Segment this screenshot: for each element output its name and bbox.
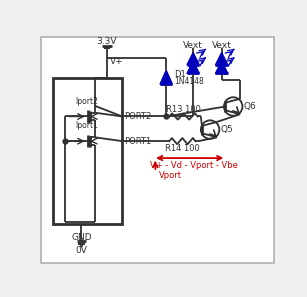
Text: GND: GND — [71, 233, 92, 242]
Text: R14 100: R14 100 — [165, 143, 200, 153]
Text: V+ - Vd - Vport - Vbe: V+ - Vd - Vport - Vbe — [150, 161, 238, 170]
Bar — [53, 78, 122, 224]
Text: Vext: Vext — [183, 41, 203, 50]
Polygon shape — [160, 70, 172, 84]
Text: PORT1: PORT1 — [124, 137, 151, 146]
Text: 0V: 0V — [76, 246, 87, 255]
Polygon shape — [187, 61, 199, 73]
Text: PORT2: PORT2 — [124, 112, 151, 121]
Text: Q5: Q5 — [220, 125, 233, 134]
Text: Vext: Vext — [212, 41, 231, 50]
Polygon shape — [216, 53, 228, 65]
Text: Iport1: Iport1 — [76, 121, 98, 130]
Text: Iport2: Iport2 — [76, 97, 98, 106]
Text: R13 100: R13 100 — [166, 105, 201, 114]
Text: Vport: Vport — [159, 170, 182, 179]
Text: Q6: Q6 — [243, 102, 256, 111]
Polygon shape — [216, 61, 228, 73]
Text: D1: D1 — [174, 69, 186, 79]
Polygon shape — [187, 53, 199, 65]
FancyBboxPatch shape — [41, 37, 274, 263]
Text: 1N4148: 1N4148 — [174, 77, 204, 86]
Text: V+: V+ — [110, 56, 124, 66]
Text: 3.3V: 3.3V — [97, 37, 117, 46]
